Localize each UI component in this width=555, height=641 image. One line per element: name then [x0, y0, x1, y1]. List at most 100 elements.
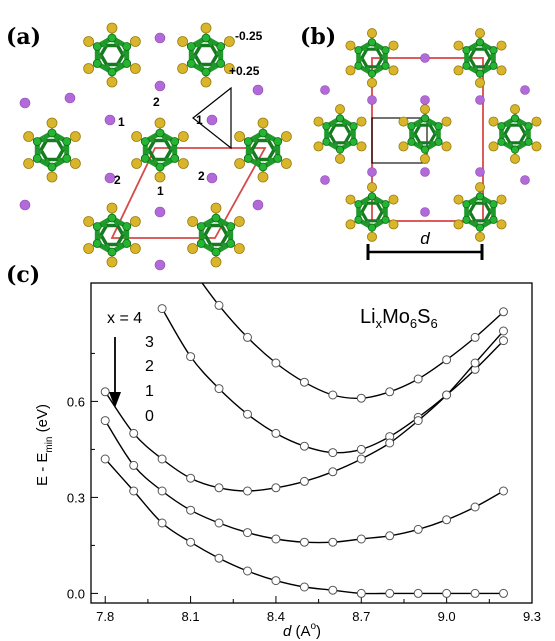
panel-a-site-label-3: 2: [114, 173, 121, 187]
panel-b-lithium-atoms: [320, 53, 530, 217]
series-1-point-12: [499, 336, 508, 346]
panel-a-li-8: [154, 206, 166, 218]
legend-arrow: [109, 337, 121, 408]
legend-item-3: 3: [145, 334, 154, 351]
series-2-point-4: [214, 483, 224, 493]
series-3: [100, 416, 508, 547]
panel-b-cluster-2: [313, 104, 367, 164]
panel-b-li-1: [367, 95, 377, 105]
panel-b-cluster-0: [345, 28, 399, 88]
series-2-point-12: [442, 390, 452, 400]
panel-a-cluster-4: [234, 117, 292, 183]
series-0-point-3: [271, 358, 281, 368]
panel-a-li-9: [252, 199, 264, 211]
series-1-point-2: [214, 384, 224, 394]
panel-a-cell-outline: [110, 147, 267, 239]
series-1-point-7: [356, 444, 366, 454]
x-tick-label-5: 9.3: [523, 609, 541, 624]
series-2-point-1: [129, 428, 139, 438]
x-tick-label-1: 8.1: [182, 609, 200, 624]
panel-b-cluster-4: [488, 104, 542, 164]
series-4-point-4: [214, 553, 224, 563]
series-4-point-12: [442, 588, 452, 598]
panel-a-site-labels: 1 2 1 2 2 1: [114, 95, 205, 198]
panel-a-cluster-6: [187, 202, 245, 268]
series-0-point-11: [499, 307, 508, 317]
panel-b-li-3: [475, 95, 485, 105]
series-2-point-3: [186, 473, 196, 483]
series-3-point-12: [442, 515, 452, 525]
panel-b-dimension-label: d: [420, 229, 430, 248]
series-3-point-10: [385, 531, 395, 541]
panel-b-dimension-bar: [366, 244, 484, 260]
series-1-point-5: [299, 441, 309, 451]
panel-b-li-4: [320, 85, 330, 95]
series-2-point-13: [470, 358, 480, 368]
panel-b-cluster-6: [453, 182, 507, 242]
series-0-point-2: [243, 332, 252, 342]
panel-a-cluster-3: [131, 117, 189, 183]
panel-b-li-0: [420, 53, 430, 63]
series-1-line: [161, 308, 505, 454]
y-tick-label-0: 0.0: [67, 586, 85, 601]
series-0-point-9: [442, 355, 452, 365]
series-3-point-4: [214, 518, 224, 528]
series-4-point-10: [385, 588, 395, 598]
panel-a-li-10: [154, 259, 166, 271]
panel-c-chart: (c) 7.8 8.1 8.4 8.7 9.0 9.30.00.30.6 x = 4 3 …: [6, 262, 541, 640]
panel-b-unit-cell: [371, 57, 484, 222]
annotation-positive: +0.25: [229, 64, 260, 78]
panel-c-label: (c): [6, 262, 40, 288]
panel-a-site-label-2: 1: [196, 113, 203, 127]
series-3-point-3: [186, 505, 196, 515]
series-0-line: [201, 283, 504, 400]
panel-a-triangle: [192, 86, 232, 150]
legend-item-1: 1: [145, 383, 154, 400]
series-1-point-0: [157, 304, 167, 314]
series-2-point-14: [499, 326, 508, 336]
panel-a-li-3: [104, 114, 116, 126]
panel-a-li-7: [206, 172, 218, 184]
plot-frame: [90, 282, 533, 604]
series-1-point-4: [271, 428, 281, 438]
series-3-point-8: [328, 537, 338, 547]
series-3-point-14: [499, 486, 508, 496]
series-4-point-1: [129, 486, 139, 496]
panel-b-cluster-1: [453, 28, 507, 88]
x-tick-label-0: 7.8: [96, 609, 114, 624]
panel-a-cluster-1: [177, 22, 235, 88]
series-0-point-7: [385, 387, 395, 397]
panel-a-clusters: [23, 22, 292, 268]
panel-a-site-label-4: 2: [198, 169, 205, 183]
series-0: [201, 283, 508, 403]
series-4-point-2: [157, 518, 167, 528]
series-3-point-0: [100, 416, 110, 426]
panel-b-li-8: [475, 167, 485, 177]
series-0-point-5: [328, 390, 338, 400]
series-0-point-1: [214, 300, 224, 310]
panel-b-li-2: [420, 95, 430, 105]
annotation-negative: -0.25: [235, 29, 263, 43]
panel-a-label: (a): [6, 24, 41, 50]
panel-a-unit-cell: [110, 147, 267, 239]
series-2-point-6: [271, 483, 281, 493]
panel-a-triangle-outline: [192, 86, 232, 150]
x-tick-label-4: 9.0: [438, 609, 456, 624]
panel-a-li-6: [104, 172, 116, 184]
legend-item-0: 0: [145, 408, 154, 425]
series-0-point-8: [413, 374, 423, 384]
series-4-point-9: [356, 588, 366, 598]
series-4-point-8: [328, 585, 338, 595]
axis-ticks: 7.8 8.1 8.4 8.7 9.0 9.3 0.0 0.3 0.6: [67, 352, 541, 624]
series-1: [157, 304, 508, 458]
series-2-line: [104, 330, 505, 492]
series-4-point-7: [299, 582, 309, 592]
series-0-point-6: [356, 393, 366, 403]
panel-a-li-11: [19, 199, 31, 211]
series-3-point-6: [271, 534, 281, 544]
series-3-point-11: [413, 524, 423, 534]
series-3-point-2: [157, 486, 167, 496]
panel-b-cluster-3: [398, 104, 452, 164]
series-1-point-1: [186, 352, 196, 362]
legend-heading: x = 4: [107, 310, 142, 327]
